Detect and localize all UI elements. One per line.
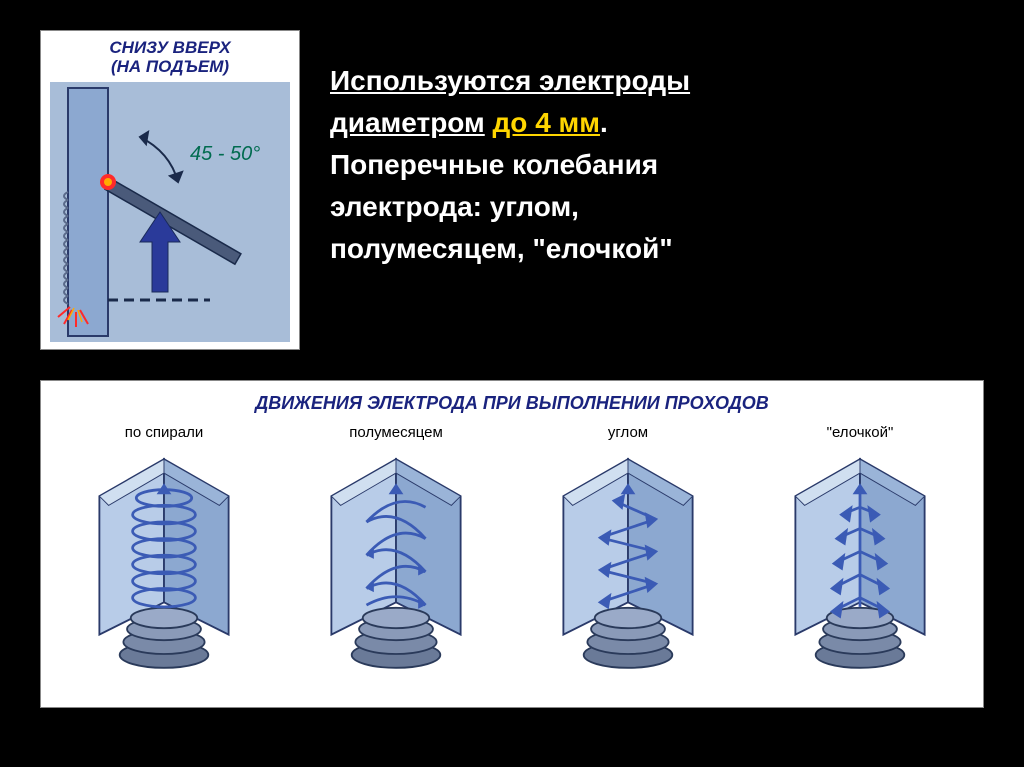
pattern-crescent-svg <box>285 450 507 690</box>
pattern-spiral-svg <box>53 450 275 690</box>
patterns-row: по спирали <box>53 424 971 695</box>
pattern-angle: углом <box>517 424 739 695</box>
text-line1a: Используются электроды <box>330 65 690 96</box>
text-line3: электрода: углом, <box>330 191 579 222</box>
pattern-spiral-label: по спирали <box>53 424 275 444</box>
angle-label: 45 - 50° <box>190 143 260 165</box>
text-line2: Поперечные колебания <box>330 149 658 180</box>
pattern-crescent-label: полумесяцем <box>285 424 507 444</box>
pattern-herringbone-label: "елочкой" <box>749 424 971 444</box>
pattern-spiral: по спирали <box>53 424 275 695</box>
patterns-title: ДВИЖЕНИЯ ЭЛЕКТРОДА ПРИ ВЫПОЛНЕНИИ ПРОХОД… <box>53 393 971 414</box>
pattern-crescent: полумесяцем <box>285 424 507 695</box>
text-highlight: до 4 мм <box>493 107 600 138</box>
uphill-svg: 45 - 50° <box>49 82 291 342</box>
uphill-title: СНИЗУ ВВЕРХ (НА ПОДЪЕМ) <box>49 39 291 76</box>
pattern-angle-svg <box>517 450 739 690</box>
pattern-herringbone: "елочкой" <box>749 424 971 695</box>
pattern-herringbone-svg <box>749 450 971 690</box>
text-line1b: диаметром <box>330 107 485 138</box>
text-line4: полумесяцем, "елочкой" <box>330 233 673 264</box>
uphill-diagram-panel: СНИЗУ ВВЕРХ (НА ПОДЪЕМ) <box>40 30 300 350</box>
pattern-angle-label: углом <box>517 424 739 444</box>
text-period: . <box>600 107 608 138</box>
uphill-title-line1: СНИЗУ ВВЕРХ <box>109 38 230 57</box>
patterns-panel: ДВИЖЕНИЯ ЭЛЕКТРОДА ПРИ ВЫПОЛНЕНИИ ПРОХОД… <box>40 380 984 708</box>
main-description: Используются электроды диаметром до 4 мм… <box>330 30 984 350</box>
uphill-title-line2: (НА ПОДЪЕМ) <box>111 57 229 76</box>
